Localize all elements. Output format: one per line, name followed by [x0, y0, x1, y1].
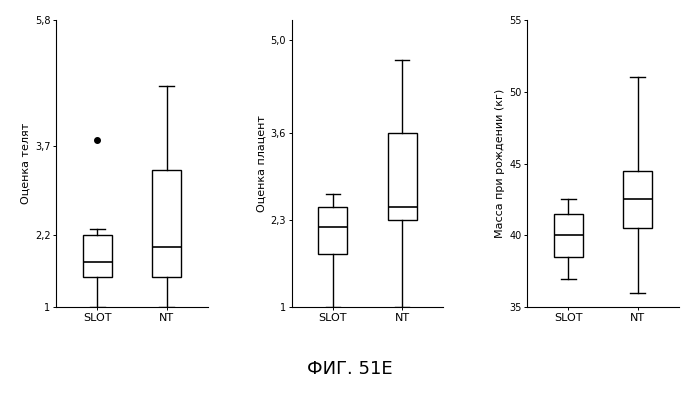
Y-axis label: Оценка телят: Оценка телят — [21, 123, 31, 204]
PathPatch shape — [623, 171, 652, 228]
PathPatch shape — [83, 236, 112, 277]
PathPatch shape — [554, 214, 583, 257]
Y-axis label: Оценка плацент: Оценка плацент — [256, 115, 266, 212]
PathPatch shape — [152, 169, 181, 277]
Y-axis label: Масса при рождении (кг): Масса при рождении (кг) — [495, 89, 505, 238]
PathPatch shape — [318, 207, 347, 254]
Text: ФИГ. 51Е: ФИГ. 51Е — [307, 360, 393, 378]
PathPatch shape — [388, 134, 416, 220]
